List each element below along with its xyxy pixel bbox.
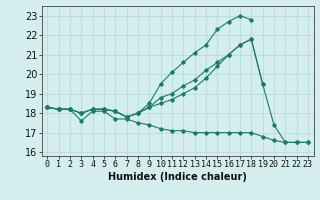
X-axis label: Humidex (Indice chaleur): Humidex (Indice chaleur) (108, 172, 247, 182)
